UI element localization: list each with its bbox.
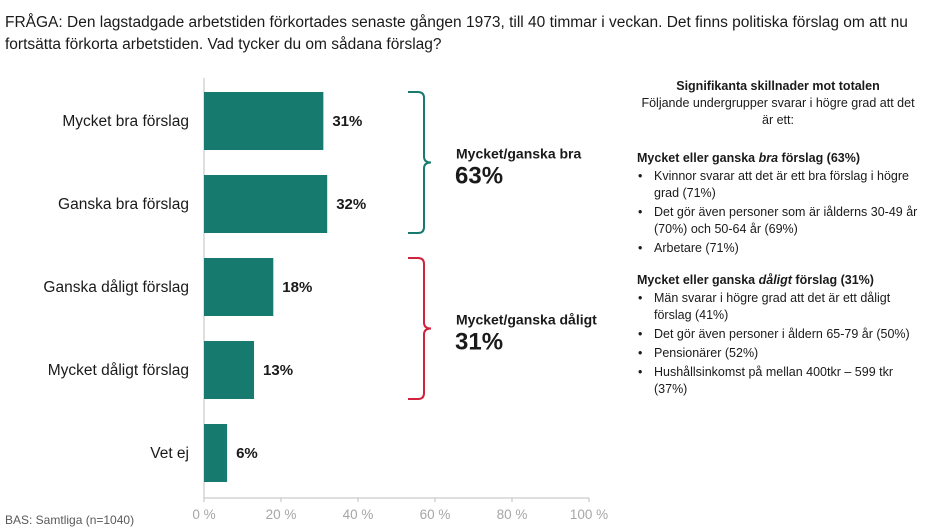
bar: [204, 424, 228, 482]
bar: [204, 258, 274, 316]
section-negative: Mycket eller ganska dåligt förslag (31%)…: [637, 272, 919, 398]
list-item: Hushållsinkomst på mellan 400tkr – 599 t…: [637, 364, 919, 398]
x-tick-label: 0 %: [192, 507, 215, 522]
data-label: 32%: [336, 196, 366, 213]
data-label: 31%: [332, 113, 362, 130]
section-negative-list: Män svarar i högre grad att det är ett d…: [637, 290, 919, 398]
group-label: Mycket/ganska bra: [456, 146, 581, 162]
list-item: Det gör även personer i åldern 65-79 år …: [637, 326, 919, 343]
group-bracket: [408, 257, 432, 400]
data-label: 18%: [282, 279, 312, 296]
section-positive-list: Kvinnor svarar att det är ett bra försla…: [637, 168, 919, 257]
section-positive: Mycket eller ganska bra förslag (63%) Kv…: [637, 150, 919, 257]
category-label: Ganska bra förslag: [58, 196, 189, 213]
base-note: BAS: Samtliga (n=1040): [5, 513, 135, 527]
section-negative-title: Mycket eller ganska dåligt förslag (31%): [637, 273, 874, 287]
category-label: Vet ej: [150, 445, 189, 462]
group-value: 31%: [455, 329, 503, 356]
category-label: Mycket bra förslag: [62, 113, 189, 130]
category-label: Mycket dåligt förslag: [48, 362, 189, 379]
x-tick-label: 100 %: [570, 507, 608, 522]
bar: [204, 175, 328, 233]
question-text: FRÅGA: Den lagstadgade arbetstiden förko…: [5, 14, 908, 53]
list-item: Män svarar i högre grad att det är ett d…: [637, 290, 919, 324]
data-label: 6%: [236, 445, 258, 462]
significance-heading: Signifikanta skillnader mot totalen: [676, 79, 880, 93]
x-tick-label: 20 %: [266, 507, 297, 522]
significance-subheading: Följande undergrupper svarar i högre gra…: [641, 96, 915, 127]
x-tick-label: 40 %: [343, 507, 374, 522]
list-item: Det gör även personer som är iålderns 30…: [637, 204, 919, 238]
group-value: 63%: [455, 163, 503, 190]
x-tick-label: 80 %: [497, 507, 528, 522]
x-tick-label: 60 %: [420, 507, 451, 522]
list-item: Arbetare (71%): [637, 240, 919, 257]
bar: [204, 92, 324, 150]
group-label: Mycket/ganska dåligt: [456, 312, 597, 328]
category-label: Ganska dåligt förslag: [43, 279, 189, 296]
list-item: Kvinnor svarar att det är ett bra försla…: [637, 168, 919, 202]
significance-panel: Signifikanta skillnader mot totalen Följ…: [637, 78, 919, 413]
list-item: Pensionärer (52%): [637, 345, 919, 362]
bar: [204, 341, 255, 399]
data-label: 13%: [263, 362, 293, 379]
group-bracket: [408, 91, 432, 234]
section-positive-title: Mycket eller ganska bra förslag (63%): [637, 151, 861, 165]
